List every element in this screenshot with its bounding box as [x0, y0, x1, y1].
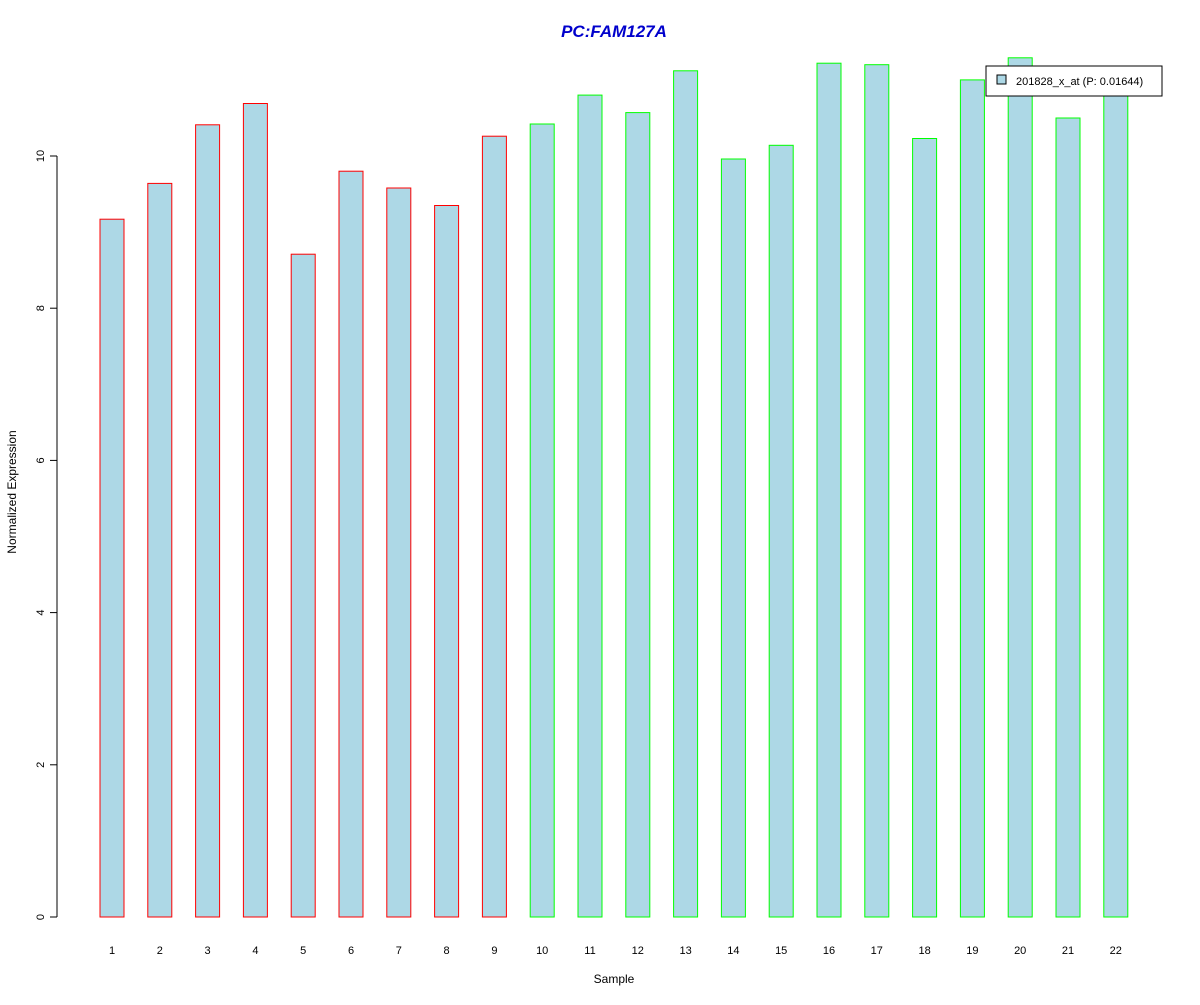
bar-sample-3 [195, 124, 221, 918]
x-tick-label: 8 [444, 945, 450, 957]
x-tick-label: 13 [679, 945, 691, 957]
x-tick-label: 10 [536, 945, 548, 957]
x-tick-label: 4 [252, 945, 258, 957]
x-tick-label: 20 [1014, 945, 1026, 957]
bar-sample-16 [816, 62, 842, 918]
x-tick-label: 21 [1062, 945, 1074, 957]
bar-sample-1 [99, 218, 125, 918]
y-axis: 0 2 4 6 8 10 [35, 150, 58, 920]
x-tick-label: 16 [823, 945, 835, 957]
x-tick-label: 9 [491, 945, 497, 957]
x-axis-label: Sample [594, 972, 635, 986]
bar-sample-21 [1055, 117, 1081, 918]
x-tick-label: 19 [966, 945, 978, 957]
x-tick-label: 3 [205, 945, 211, 957]
bar-sample-2 [147, 182, 173, 918]
legend-label: 201828_x_at (P: 0.01644) [1016, 76, 1143, 88]
x-tick-label: 18 [918, 945, 930, 957]
bars-group [99, 57, 1129, 918]
bar-sample-22 [1103, 81, 1129, 918]
bar-sample-13 [673, 70, 699, 918]
x-tick-label: 2 [157, 945, 163, 957]
x-tick-label: 11 [584, 945, 595, 957]
bar-sample-6 [338, 170, 364, 918]
y-tick-label: 0 [35, 914, 47, 920]
x-tick-label: 6 [348, 945, 354, 957]
bar-sample-10 [529, 123, 555, 918]
x-tick-label: 7 [396, 945, 402, 957]
y-tick-label: 6 [35, 457, 47, 463]
y-tick-label: 10 [35, 150, 47, 162]
y-tick-label: 2 [35, 762, 47, 768]
x-tick-labels: 1 2 3 4 5 6 7 8 9 10 11 12 13 14 15 16 17 18 19 20 21 22 [109, 945, 1122, 957]
chart-title: PC:FAM127A [561, 22, 667, 41]
legend-swatch [996, 74, 1007, 85]
x-tick-label: 14 [727, 945, 739, 957]
legend-box [985, 65, 1163, 97]
bar-sample-17 [864, 64, 890, 918]
x-tick-label: 15 [775, 945, 787, 957]
bar-sample-18 [912, 138, 938, 918]
bar-sample-14 [720, 158, 746, 918]
bar-sample-5 [290, 253, 316, 918]
y-tick-label: 4 [35, 610, 47, 616]
y-axis-label: Normalized Expression [5, 430, 19, 553]
x-tick-label: 5 [300, 945, 306, 957]
bar-sample-20 [1007, 57, 1033, 918]
x-tick-label: 22 [1110, 945, 1122, 957]
bar-sample-15 [768, 144, 794, 918]
bar-sample-12 [625, 112, 651, 918]
bar-sample-19 [959, 79, 985, 918]
bar-sample-7 [386, 187, 412, 918]
y-tick-label: 8 [35, 305, 47, 311]
bar-sample-8 [434, 205, 460, 918]
x-tick-label: 17 [871, 945, 883, 957]
bar-sample-9 [481, 135, 507, 918]
x-tick-label: 1 [109, 945, 115, 957]
bar-sample-11 [577, 94, 603, 918]
bar-sample-4 [242, 103, 268, 918]
legend: 201828_x_at (P: 0.01644) [985, 65, 1163, 97]
x-tick-label: 12 [632, 945, 644, 957]
